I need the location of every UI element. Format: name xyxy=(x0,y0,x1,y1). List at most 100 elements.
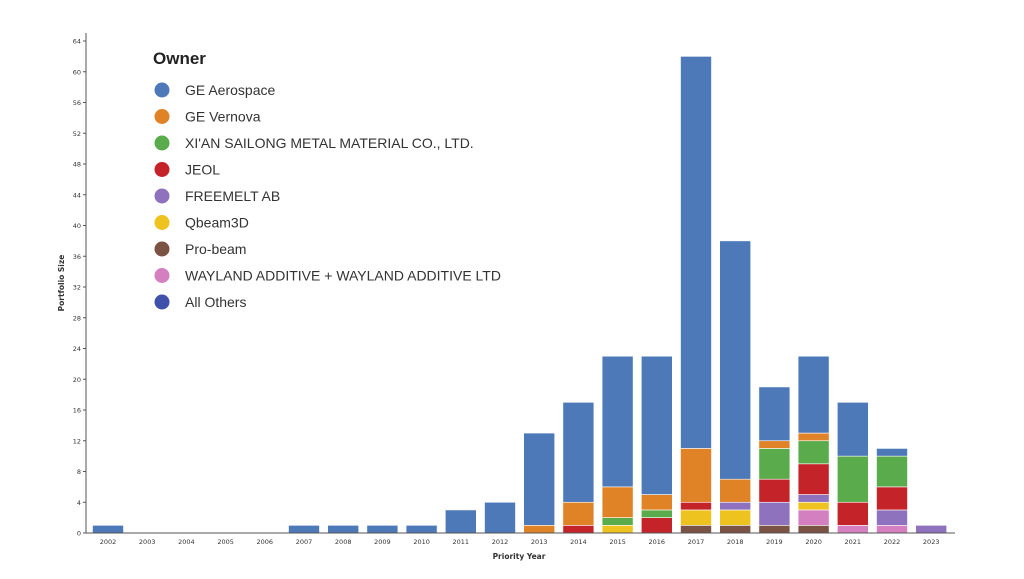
legend-swatch xyxy=(154,135,170,151)
legend-swatch xyxy=(154,241,170,257)
bar-segment xyxy=(758,448,791,480)
legend-swatch xyxy=(154,82,170,98)
bar-segment xyxy=(680,525,712,534)
bar-segment xyxy=(836,402,869,457)
bar-segment xyxy=(640,509,673,518)
bar-segment xyxy=(562,525,595,534)
y-tick-label: 36 xyxy=(73,253,81,261)
bar-segment xyxy=(758,501,791,526)
bar-segment xyxy=(719,240,752,480)
bar-segment xyxy=(366,525,399,534)
x-tick-label: 2009 xyxy=(374,538,391,546)
x-tick-label: 2023 xyxy=(923,538,940,546)
bar-segment xyxy=(836,501,869,526)
y-tick-label: 48 xyxy=(73,161,81,169)
x-tick-label: 2004 xyxy=(178,538,195,546)
bar-segment xyxy=(719,478,752,503)
bar-segment xyxy=(640,494,673,511)
bar-segment xyxy=(601,517,634,526)
bar-segment xyxy=(876,509,908,526)
y-axis-title: Portfolio Size xyxy=(57,255,66,312)
y-tick-label: 64 xyxy=(73,38,81,46)
y-tick-label: 32 xyxy=(73,284,81,292)
x-tick-label: 2014 xyxy=(570,538,587,546)
x-tick-label: 2018 xyxy=(727,538,744,546)
bar-segment xyxy=(562,402,595,503)
bar-segment xyxy=(601,525,634,534)
x-tick-label: 2011 xyxy=(453,538,470,546)
bar-segment xyxy=(876,525,908,534)
bar-segment xyxy=(876,455,908,488)
bar-segment xyxy=(523,525,556,534)
x-tick-label: 2007 xyxy=(296,538,313,546)
x-tick-label: 2008 xyxy=(335,538,352,546)
legend-swatch xyxy=(154,188,170,204)
y-tick-label: 52 xyxy=(73,130,81,138)
legend-label: WAYLAND ADDITIVE + WAYLAND ADDITIVE LTD xyxy=(185,268,501,284)
x-tick-label: 2012 xyxy=(492,538,509,546)
x-tick-label: 2010 xyxy=(413,538,430,546)
legend-swatch xyxy=(154,268,170,283)
bar-segment xyxy=(680,501,712,511)
bar-segment xyxy=(680,509,712,526)
legend-label: XI'AN SAILONG METAL MATERIAL CO., LTD. xyxy=(185,135,474,151)
bar-segment xyxy=(797,432,830,442)
x-tick-label: 2002 xyxy=(100,538,117,546)
x-tick-label: 2020 xyxy=(805,538,822,546)
bar-segment xyxy=(719,509,752,526)
y-tick-label: 28 xyxy=(73,314,81,322)
legend-swatch xyxy=(154,162,170,177)
bar-segment xyxy=(719,525,752,534)
x-tick-label: 2003 xyxy=(139,538,156,546)
bar-segment xyxy=(680,56,712,449)
bar-segment xyxy=(876,448,908,457)
x-tick-label: 2006 xyxy=(257,538,274,546)
y-tick-label: 40 xyxy=(73,222,81,230)
legend-label: Qbeam3D xyxy=(185,215,249,231)
x-tick-label: 2017 xyxy=(688,538,705,546)
y-tick-label: 24 xyxy=(73,345,81,353)
x-tick-label: 2019 xyxy=(766,538,783,546)
y-tick-label: 8 xyxy=(77,468,81,476)
bar-segment xyxy=(288,525,320,534)
bar-segment xyxy=(758,440,791,449)
bar-segment xyxy=(680,448,712,503)
bar-segment xyxy=(797,355,830,434)
legend-title: Owner xyxy=(153,49,206,68)
legend-label: JEOL xyxy=(185,162,220,178)
bar-segment xyxy=(405,525,438,534)
legend-label: Pro-beam xyxy=(185,241,246,257)
bar-segment xyxy=(797,440,830,465)
legend: Owner GE Aerospace GE Vernova XI'AN SAILON… xyxy=(153,49,501,310)
bar-segment xyxy=(797,494,830,503)
x-tick-label: 2021 xyxy=(845,538,862,546)
y-tick-label: 20 xyxy=(73,376,81,384)
bar-segment xyxy=(640,517,673,534)
bar-segment xyxy=(797,501,830,511)
x-axis-ticks: 2002 2003 2004 2005 2006 2007 2008 2009 2010 2011… xyxy=(100,538,940,546)
bar-segment xyxy=(327,525,360,534)
bar-segment xyxy=(719,501,752,511)
bar-segment xyxy=(523,432,556,526)
bar-segment xyxy=(797,525,830,534)
legend-label: GE Vernova xyxy=(185,109,261,125)
legend-label: All Others xyxy=(185,294,246,310)
bar-segment xyxy=(640,355,673,495)
x-tick-label: 2005 xyxy=(217,538,234,546)
bar-segment xyxy=(797,463,830,495)
y-tick-label: 16 xyxy=(73,407,81,415)
bar-segment xyxy=(915,525,948,534)
legend-swatch xyxy=(154,294,170,310)
bar-segment xyxy=(836,525,869,534)
y-tick-label: 60 xyxy=(73,68,81,76)
y-tick-label: 44 xyxy=(73,191,81,199)
bar-segment xyxy=(562,501,595,526)
bar-segment xyxy=(758,386,791,442)
x-axis-title: Priority Year xyxy=(493,552,546,561)
y-tick-label: 0 xyxy=(77,530,81,538)
bar-segment xyxy=(92,525,124,534)
legend-swatch xyxy=(154,215,170,230)
x-tick-label: 2016 xyxy=(649,538,666,546)
